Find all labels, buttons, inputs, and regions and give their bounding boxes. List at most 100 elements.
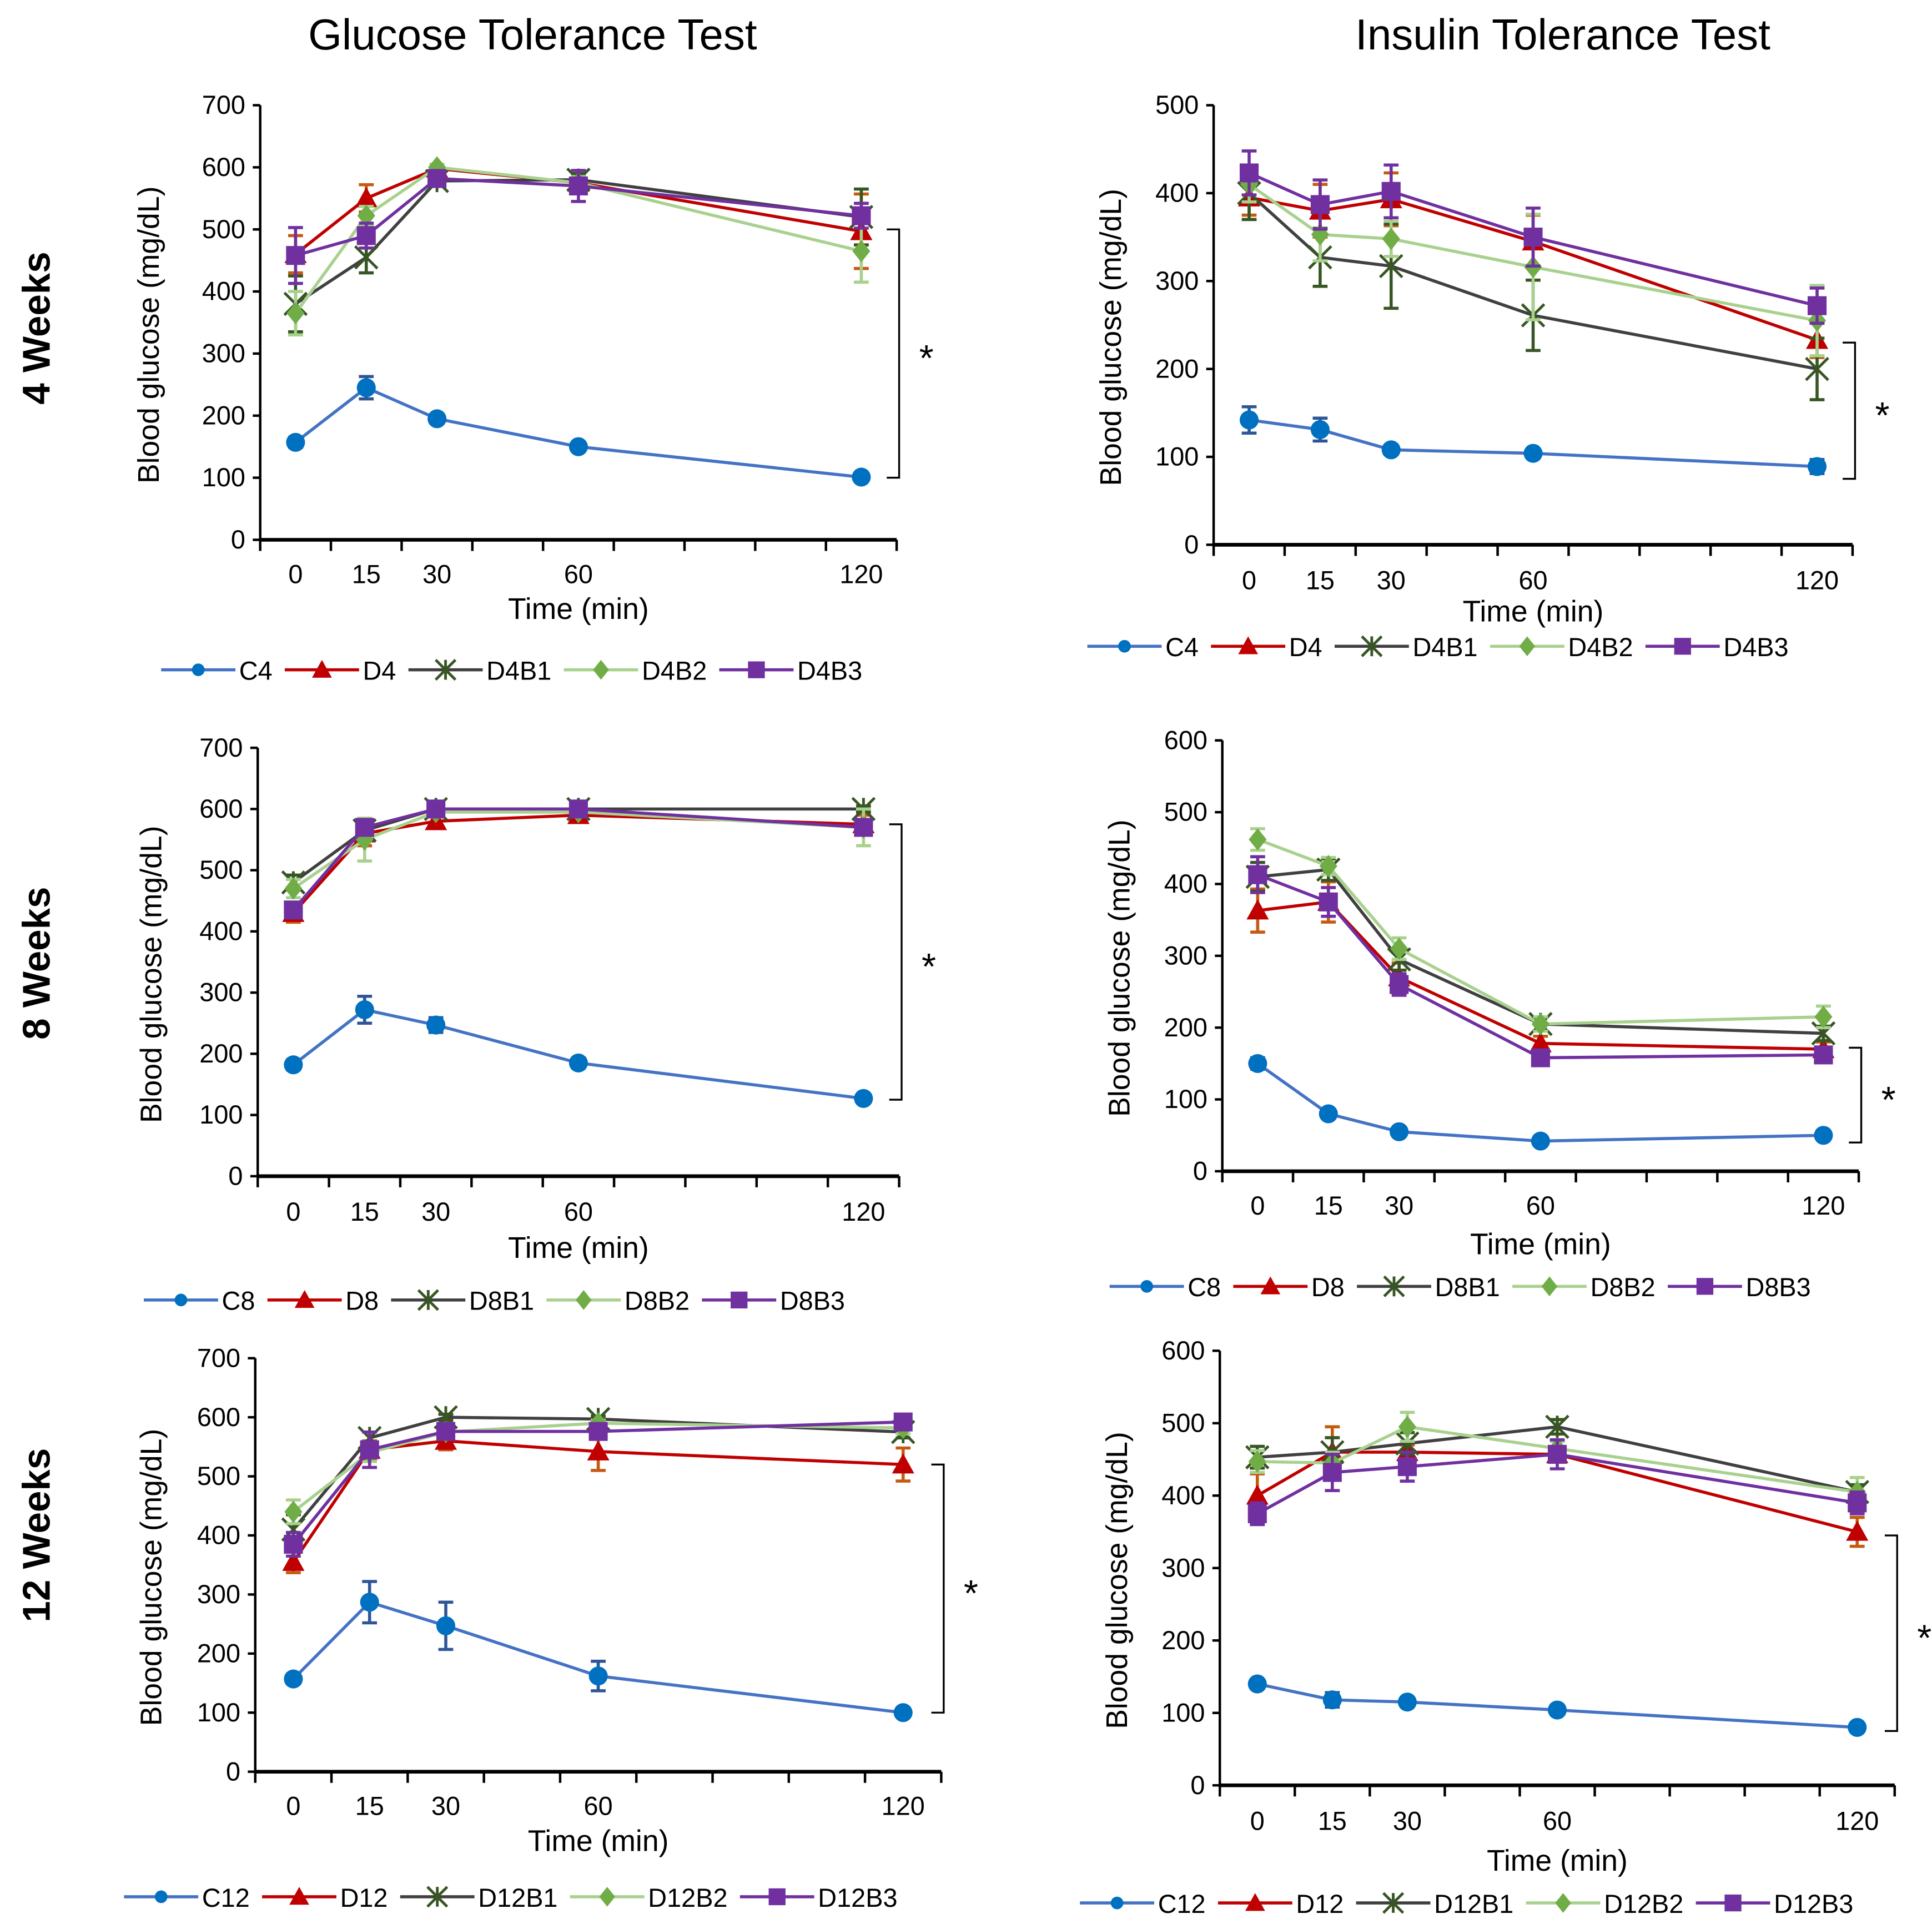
legend-label: D4 [1289, 633, 1322, 662]
data-point [355, 1000, 374, 1020]
legend-item: C12 [124, 1883, 250, 1912]
legend-label: D8B1 [1435, 1273, 1500, 1302]
y-tick-label: 100 [1164, 1085, 1208, 1114]
legend-item: C8 [144, 1287, 255, 1316]
legend-marker [174, 1293, 188, 1307]
legend-label: C4 [1165, 633, 1199, 662]
data-point [355, 818, 374, 837]
legend-item: D12B3 [739, 1883, 898, 1912]
y-tick-label: 100 [1161, 1698, 1205, 1727]
chart-itt4: 0 100 200 300 400 500 0 15 30 60 120 Time (min) Bloo… [1087, 90, 1889, 662]
data-point [1247, 1674, 1267, 1694]
y-tick-label: 700 [202, 90, 245, 119]
data-point [1246, 899, 1269, 920]
legend-marker [1238, 636, 1259, 654]
legend-marker [312, 659, 332, 678]
significance-bracket [931, 1463, 945, 1714]
data-point [357, 204, 375, 227]
y-tick-label: 0 [1190, 1771, 1205, 1800]
legend-label: D4 [363, 656, 396, 685]
y-tick-label: 700 [199, 733, 243, 762]
legend-label: D4B3 [1723, 633, 1788, 662]
data-point [1322, 1690, 1342, 1710]
data-point [1310, 420, 1330, 439]
legend-marker [1696, 1278, 1714, 1295]
x-axis-label: Time (min) [508, 1232, 649, 1265]
data-point [1814, 1126, 1833, 1145]
legend-item: D4B2 [564, 656, 707, 685]
data-point [1378, 254, 1403, 279]
series-C8 [1248, 1054, 1833, 1151]
y-tick-label: 200 [197, 1639, 240, 1668]
y-axis-label: Blood glucose (mg/dL) [135, 826, 168, 1123]
data-point [568, 1053, 588, 1072]
x-tick-label: 120 [882, 1792, 925, 1821]
x-axis-label: Time (min) [508, 593, 649, 626]
legend-marker [289, 1887, 309, 1905]
data-point [1246, 1484, 1269, 1505]
data-point [1814, 1045, 1833, 1065]
data-point [1531, 1048, 1550, 1067]
x-tick-label: 0 [288, 560, 303, 589]
y-tick-label: 600 [1161, 1336, 1205, 1365]
series-C8 [284, 994, 873, 1108]
legend-label: D4B1 [1412, 633, 1477, 662]
series-C12 [1247, 1674, 1867, 1737]
y-tick-label: 400 [1161, 1481, 1205, 1510]
significance-star: * [1881, 1079, 1896, 1121]
legend-marker [1724, 1894, 1742, 1912]
chart-gtt8: 0 100 200 300 400 500 600 700 0 15 30 60 120 Time (mi… [135, 733, 936, 1316]
data-point [286, 302, 305, 325]
legend-item: D8B2 [546, 1287, 690, 1316]
y-tick-label: 300 [1155, 266, 1199, 295]
legend-marker [593, 659, 609, 680]
legend-marker [426, 1886, 449, 1908]
legend-marker [748, 661, 765, 678]
data-point [588, 1422, 608, 1441]
y-tick-label: 600 [199, 794, 243, 823]
data-point [568, 799, 588, 819]
legend-item: D4B1 [1334, 633, 1478, 662]
y-tick-label: 100 [197, 1698, 240, 1727]
legend-label: C4 [239, 656, 273, 685]
legend-item: D12B1 [400, 1883, 557, 1912]
legend-marker [1541, 1276, 1558, 1297]
data-point [284, 1669, 303, 1689]
y-tick-label: 500 [199, 855, 243, 884]
legend-marker [1519, 636, 1536, 657]
significance-star: * [964, 1573, 978, 1614]
legend-marker [768, 1888, 786, 1906]
y-tick-label: 600 [197, 1403, 240, 1432]
legend-marker [1555, 1893, 1571, 1913]
data-point [1319, 1104, 1338, 1124]
series-line [1257, 838, 1824, 1026]
x-tick-label: 15 [1306, 566, 1335, 595]
series-D8B3 [1248, 855, 1833, 1067]
legend-item: C4 [161, 656, 273, 685]
legend-label: D12B1 [1434, 1890, 1513, 1918]
legend-label: D12B2 [1604, 1890, 1683, 1918]
x-tick-label: 0 [286, 1792, 300, 1821]
data-point [284, 1534, 303, 1554]
data-point [1239, 163, 1259, 183]
y-tick-label: 200 [202, 401, 245, 430]
data-point [1248, 1054, 1267, 1073]
legend-item: D8B3 [1668, 1273, 1811, 1302]
data-point [1322, 1463, 1342, 1482]
x-tick-label: 0 [1250, 1191, 1265, 1220]
y-tick-label: 0 [228, 1161, 243, 1190]
data-point [1381, 440, 1401, 460]
y-tick-label: 0 [1193, 1157, 1208, 1186]
data-point [587, 1440, 610, 1460]
legend-item: C12 [1080, 1890, 1206, 1918]
legend-item: D8B3 [702, 1287, 845, 1316]
data-point [1382, 228, 1400, 250]
legend-item: D8B1 [391, 1287, 534, 1316]
legend-item: D12 [262, 1883, 388, 1912]
significance-star: * [922, 946, 936, 988]
y-axis-label: Blood glucose (mg/dL) [1095, 189, 1128, 486]
significance-bracket [887, 228, 900, 479]
data-point [1248, 865, 1267, 884]
significance-bracket [1843, 341, 1856, 480]
y-tick-label: 200 [1161, 1626, 1205, 1655]
